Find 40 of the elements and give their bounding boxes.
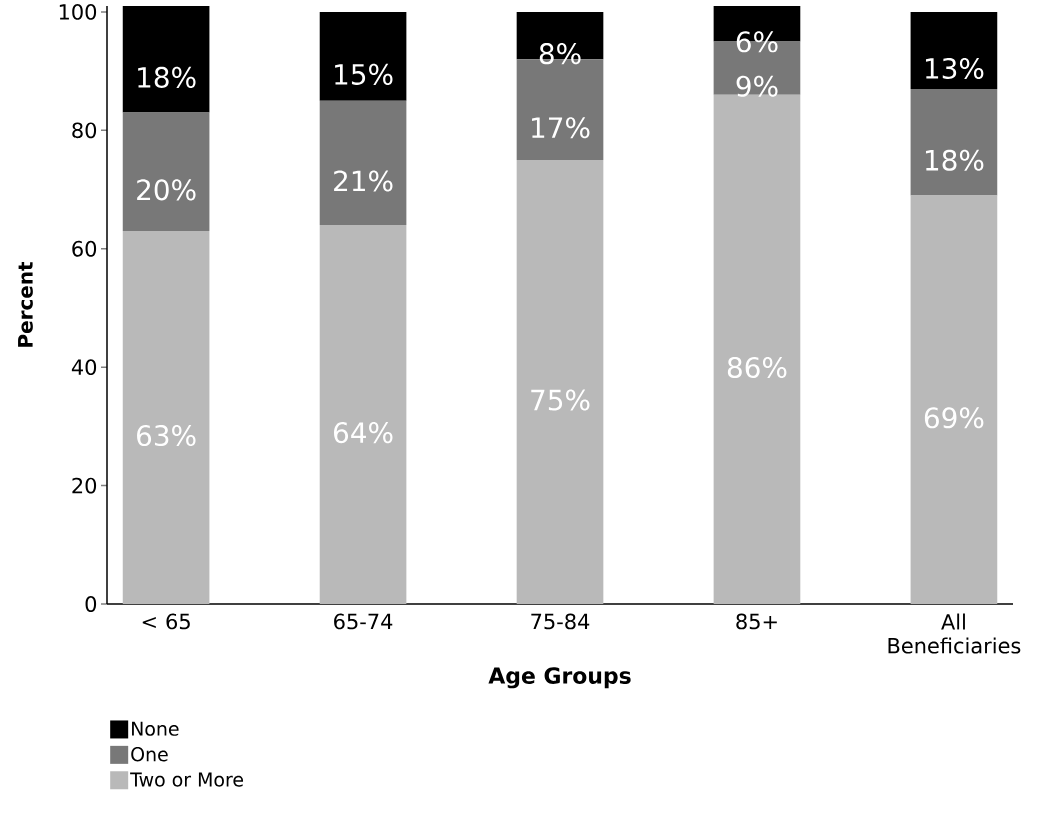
bar [122, 5, 210, 113]
y-tick-label: 20 [72, 477, 97, 494]
bar [319, 100, 407, 226]
y-tick-label: 80 [72, 122, 97, 139]
data-label: 75% [531, 389, 590, 411]
bar [122, 230, 210, 604]
data-label: 20% [137, 179, 196, 201]
bar [516, 159, 604, 604]
bar [910, 11, 998, 89]
bar [319, 11, 407, 101]
data-label: 18% [925, 149, 984, 171]
x-tick-label: All Beneficiaries [888, 613, 1021, 654]
x-tick-label: 85+ [736, 613, 777, 630]
x-tick-label: 65-74 [334, 613, 393, 630]
y-tick-label: 60 [72, 240, 97, 257]
data-label: 69% [924, 407, 984, 429]
data-label: 86% [727, 356, 787, 379]
legend-label: One [131, 747, 168, 762]
data-label: 8% [539, 43, 581, 65]
data-label: 64% [334, 422, 393, 444]
data-label: 17% [532, 117, 590, 139]
data-label: 21% [334, 170, 393, 192]
x-tick-label: < 65 [142, 613, 190, 630]
y-tick-label: 100 [59, 4, 97, 20]
x-tick-label: 75-84 [531, 613, 590, 630]
y-tick-label: 0 [85, 596, 97, 612]
y-tick-label: 40 [71, 359, 97, 376]
bar [910, 88, 998, 196]
bar [319, 225, 407, 604]
y-axis-title: Percent [18, 261, 33, 347]
legend-label: None [132, 721, 179, 736]
data-label: 15% [335, 63, 393, 85]
x-axis-title: Age Groups [488, 667, 631, 689]
bar [910, 195, 998, 604]
bar [122, 112, 210, 231]
legend-label: Two or More [130, 772, 244, 787]
data-label: 9% [736, 75, 778, 97]
data-label: 63% [137, 425, 196, 447]
data-label: 18% [138, 66, 196, 88]
data-label: 13% [925, 57, 984, 80]
